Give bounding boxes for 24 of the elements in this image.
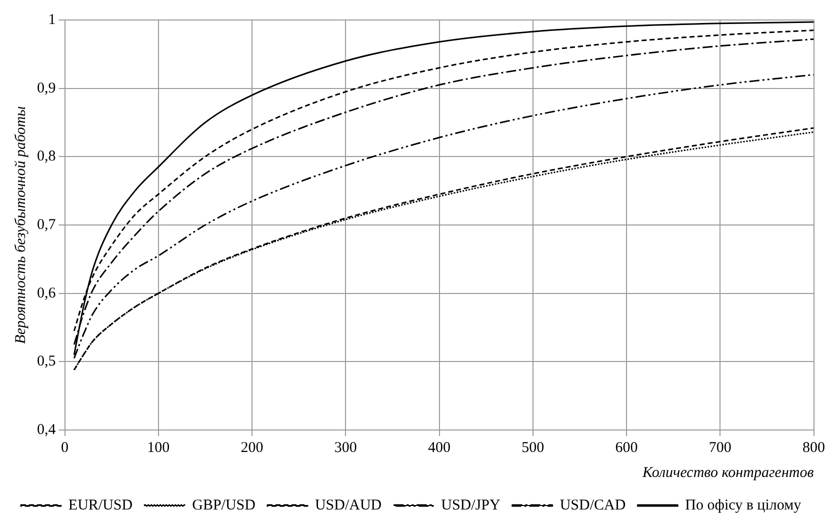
x-tick-label: 100: [147, 440, 170, 456]
x-tick-label: 800: [802, 440, 825, 456]
x-tick-label: 400: [428, 440, 450, 456]
x-tick-label: 500: [522, 440, 544, 456]
legend-label: USD/JPY: [441, 497, 500, 514]
legend-label: USD/CAD: [560, 497, 626, 514]
legend-label: По офісу в цілому: [685, 497, 802, 514]
y-tick-label: 0,7: [37, 216, 56, 233]
y-tick-label: 0,6: [37, 285, 56, 302]
x-tick-label: 0: [61, 440, 68, 456]
y-tick-label: 0,4: [37, 422, 56, 438]
y-tick-label: 0,8: [37, 148, 56, 165]
x-axis-title: Количество контрагентов: [642, 464, 814, 481]
y-axis-title: Вероятность безубыточной работы: [12, 106, 29, 344]
y-tick-label: 0,9: [37, 80, 56, 96]
y-tick-label: 0,5: [37, 354, 56, 370]
legend-label: GBP/USD: [192, 497, 256, 514]
x-tick-label: 200: [240, 440, 264, 456]
legend-label: USD/AUD: [314, 497, 382, 514]
x-tick-label: 700: [708, 440, 732, 456]
y-tick-label: 1: [48, 12, 56, 28]
legend-label: EUR/USD: [68, 497, 133, 514]
x-tick-label: 600: [615, 440, 638, 456]
x-tick-label: 300: [334, 440, 357, 456]
